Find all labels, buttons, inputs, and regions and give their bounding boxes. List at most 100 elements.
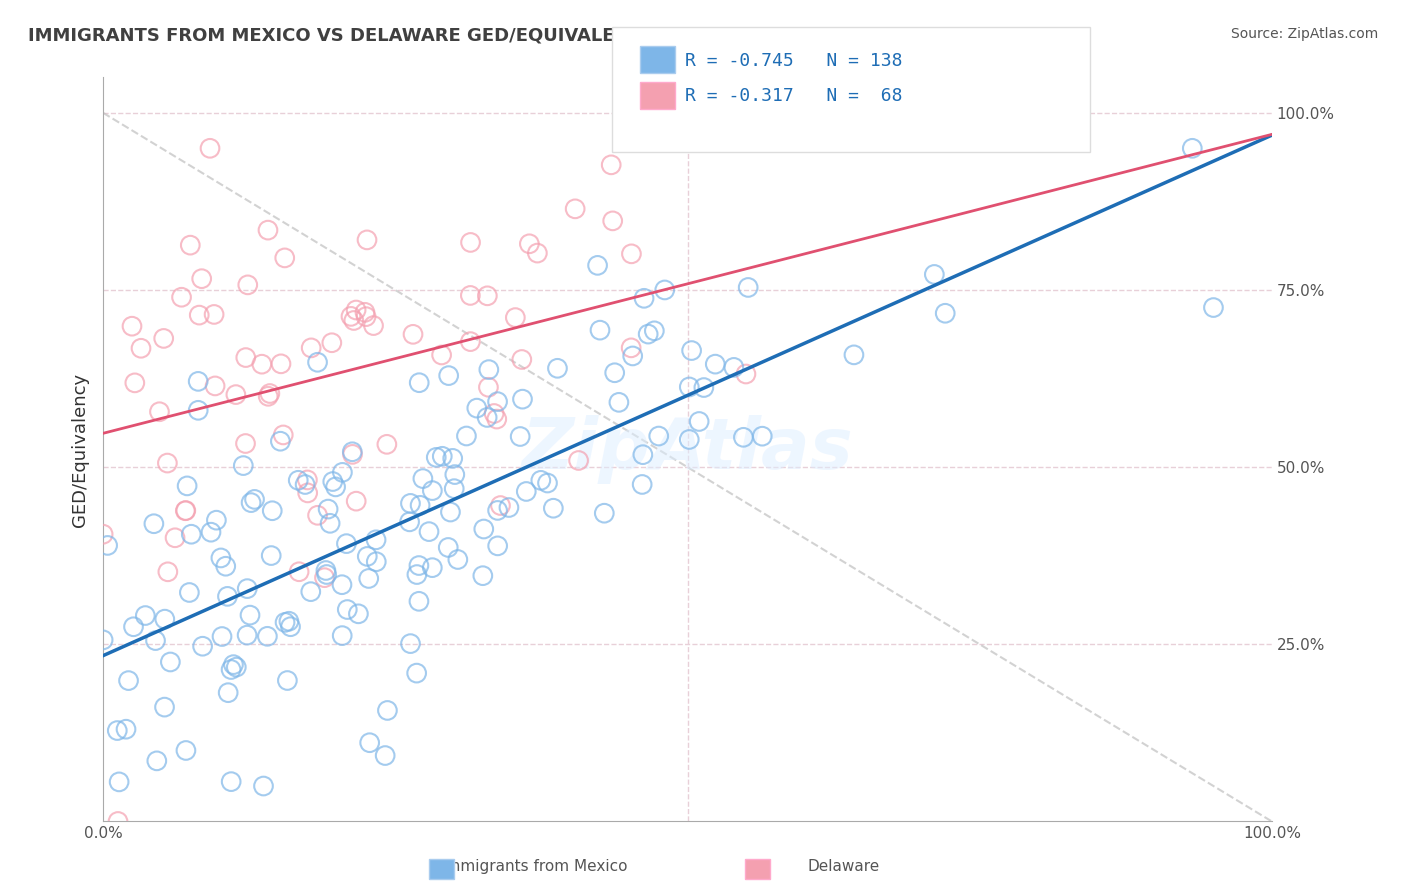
Point bbox=[357, 572, 380, 586]
Point bbox=[441, 451, 464, 466]
Point bbox=[654, 283, 676, 297]
Point bbox=[586, 258, 609, 272]
Point bbox=[198, 141, 221, 155]
Point bbox=[250, 357, 273, 371]
Point bbox=[343, 313, 366, 327]
Point bbox=[439, 505, 461, 519]
Point bbox=[519, 236, 541, 251]
Point bbox=[236, 582, 259, 596]
Point bbox=[277, 614, 299, 628]
Point bbox=[344, 303, 367, 318]
Point bbox=[165, 531, 187, 545]
Point bbox=[399, 637, 422, 651]
Point bbox=[236, 277, 259, 292]
Point bbox=[276, 673, 298, 688]
Point bbox=[243, 492, 266, 507]
Point bbox=[688, 415, 710, 429]
Point bbox=[406, 567, 429, 582]
Point bbox=[377, 703, 399, 717]
Point bbox=[437, 541, 460, 555]
Point bbox=[631, 477, 654, 491]
Point bbox=[325, 480, 347, 494]
Point bbox=[257, 389, 280, 403]
Point bbox=[270, 357, 292, 371]
Point bbox=[430, 348, 453, 362]
Point bbox=[315, 567, 337, 582]
Point bbox=[232, 458, 254, 473]
Point bbox=[515, 484, 537, 499]
Point bbox=[412, 472, 434, 486]
Point bbox=[321, 335, 343, 350]
Point bbox=[602, 214, 624, 228]
Point bbox=[460, 288, 482, 302]
Point bbox=[510, 352, 533, 367]
Point bbox=[121, 319, 143, 334]
Point bbox=[447, 552, 470, 566]
Point bbox=[409, 498, 432, 512]
Point bbox=[693, 380, 716, 394]
Point bbox=[478, 362, 501, 376]
Point bbox=[620, 341, 643, 355]
Point bbox=[153, 700, 176, 714]
Point bbox=[108, 775, 131, 789]
Point bbox=[217, 590, 239, 604]
Point bbox=[176, 479, 198, 493]
Point bbox=[443, 467, 465, 482]
Point bbox=[319, 516, 342, 531]
Point bbox=[134, 608, 156, 623]
Point bbox=[363, 318, 385, 333]
Point bbox=[174, 503, 197, 517]
Point bbox=[91, 527, 114, 541]
Point bbox=[180, 527, 202, 541]
Point bbox=[489, 499, 512, 513]
Point bbox=[117, 673, 139, 688]
Point bbox=[607, 395, 630, 409]
Point bbox=[354, 310, 377, 324]
Point bbox=[485, 412, 508, 426]
Point bbox=[356, 233, 378, 247]
Point bbox=[269, 434, 291, 449]
Point bbox=[200, 525, 222, 540]
Point bbox=[260, 549, 283, 563]
Point bbox=[287, 473, 309, 487]
Point bbox=[637, 327, 659, 342]
Point bbox=[115, 722, 138, 736]
Point bbox=[299, 584, 322, 599]
Point bbox=[425, 450, 447, 465]
Point bbox=[437, 368, 460, 383]
Point bbox=[375, 437, 398, 451]
Point bbox=[174, 743, 197, 757]
Point bbox=[648, 429, 671, 443]
Point bbox=[225, 660, 247, 674]
Point bbox=[342, 447, 364, 461]
Point bbox=[356, 549, 378, 564]
Point bbox=[399, 496, 422, 510]
Point bbox=[631, 448, 654, 462]
Point bbox=[422, 483, 444, 498]
Point bbox=[316, 502, 339, 516]
Point bbox=[347, 607, 370, 621]
Point bbox=[568, 453, 591, 467]
Point bbox=[187, 375, 209, 389]
Point bbox=[297, 473, 319, 487]
Point bbox=[211, 630, 233, 644]
Point bbox=[307, 508, 329, 523]
Point bbox=[366, 555, 388, 569]
Point bbox=[472, 522, 495, 536]
Point bbox=[733, 430, 755, 444]
Point bbox=[443, 482, 465, 496]
Point bbox=[274, 251, 297, 265]
Point bbox=[280, 620, 302, 634]
Text: IMMIGRANTS FROM MEXICO VS DELAWARE GED/EQUIVALENCY CORRELATION CHART: IMMIGRANTS FROM MEXICO VS DELAWARE GED/E… bbox=[28, 27, 877, 45]
Point bbox=[217, 686, 239, 700]
Point bbox=[589, 323, 612, 337]
Point bbox=[934, 306, 956, 320]
Point bbox=[408, 558, 430, 573]
Point bbox=[621, 349, 644, 363]
Point bbox=[681, 343, 703, 358]
Point bbox=[156, 456, 179, 470]
Point bbox=[465, 401, 488, 416]
Point bbox=[307, 355, 329, 369]
Point bbox=[420, 560, 443, 574]
Point bbox=[332, 466, 354, 480]
